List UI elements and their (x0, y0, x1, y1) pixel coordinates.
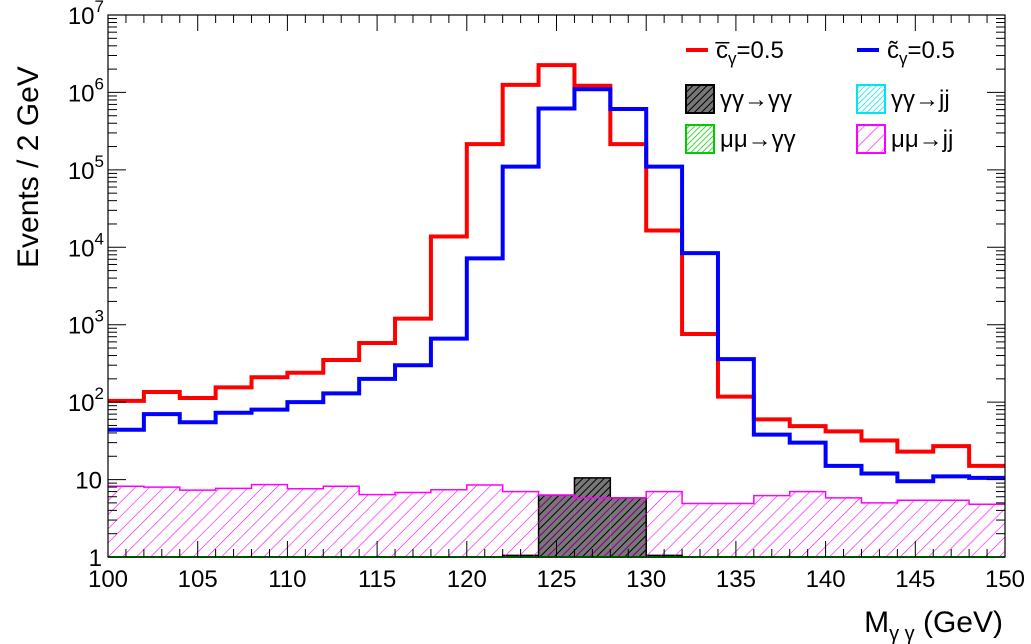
histogram-outline (108, 483, 1005, 506)
histogram-line-c̅γ=0.5 (108, 63, 1005, 468)
legend-entry: γγ→jj (856, 84, 950, 114)
legend-entry: c̃γ=0.5 (857, 37, 955, 68)
bin-bar (466, 485, 503, 557)
x-tick-label: 125 (536, 566, 576, 593)
bin-bar (610, 497, 647, 557)
y-tick-label: 102 (68, 384, 104, 417)
bin-bar (682, 503, 718, 557)
legend-entry: γγ→γγ (685, 84, 792, 114)
bin-bar (646, 491, 683, 557)
x-tick-label: 140 (806, 566, 846, 593)
y-tick-label: 103 (68, 307, 104, 340)
x-tick-label: 130 (626, 566, 666, 593)
legend-fill-swatch (856, 84, 886, 114)
histogram-line-c̃γ=0.5 (108, 87, 1005, 484)
legend-label: c̅γ=0.5 (715, 37, 784, 68)
y-tick-label: 106 (68, 74, 104, 107)
y-tick-label: 105 (68, 152, 104, 185)
legend-fill-swatch (685, 84, 715, 114)
bin-bar (287, 488, 324, 557)
axis-ticks (107, 15, 1006, 558)
y-axis-title: Events / 2 GeV (12, 66, 45, 268)
legend-entry: μμ→γγ (685, 124, 796, 154)
bin-bar (825, 497, 862, 557)
bin-bar (969, 504, 1005, 557)
bin-bar (215, 488, 252, 557)
y-tick-label: 1 (89, 545, 102, 572)
line-histograms (108, 63, 1005, 484)
x-tick-label: 150 (985, 566, 1025, 593)
y-tick-label: 107 (68, 0, 104, 30)
bin-bar (108, 486, 144, 557)
bin-bar (430, 489, 467, 557)
legend-entry: c̅γ=0.5 (686, 37, 784, 68)
bin-bar (574, 497, 611, 557)
x-tick-label: 105 (178, 566, 218, 593)
y-tick-label: 104 (68, 229, 104, 262)
x-tick-label: 120 (447, 566, 487, 593)
x-tick-label: 100 (88, 566, 128, 593)
bin-bar (323, 486, 360, 557)
bin-bar (251, 484, 288, 557)
legend-entry: μμ→jj (856, 124, 953, 154)
bin-bar (143, 487, 180, 557)
x-tick-labels: 100 105 110 115 120 125 130 135 140 145 150 (88, 566, 1025, 593)
histogram-μμ→jj (108, 483, 1005, 557)
bin-bar (861, 502, 898, 557)
x-tick-label: 110 (268, 566, 306, 593)
y-tick-labels: 1 10 102 103 104 105 106 107 (68, 0, 104, 572)
bin-bar (789, 491, 826, 557)
legend-label: μμ→jj (891, 126, 953, 153)
x-tick-label: 115 (358, 566, 396, 593)
y-tick-label: 10 (75, 468, 102, 495)
bin-bar (395, 492, 431, 557)
x-tick-label: 145 (895, 566, 935, 593)
legend-fill-swatch (856, 124, 886, 154)
legend-fill-swatch (685, 124, 715, 154)
legend: c̅γ=0.5 c̃γ=0.5 γγ→γγ γγ→jj μμ→γγ μμ→jj (685, 37, 955, 154)
legend-label: γγ→γγ (720, 86, 792, 113)
bin-bar (502, 491, 539, 557)
legend-label: μμ→γγ (720, 126, 796, 153)
bin-bar (933, 500, 970, 557)
bin-bar (753, 495, 790, 557)
x-tick-label: 135 (716, 566, 756, 593)
x-axis-title: Mγ γ (GeV) (864, 606, 1003, 644)
legend-label: c̃γ=0.5 (887, 37, 955, 68)
legend-label: γγ→jj (891, 86, 950, 113)
